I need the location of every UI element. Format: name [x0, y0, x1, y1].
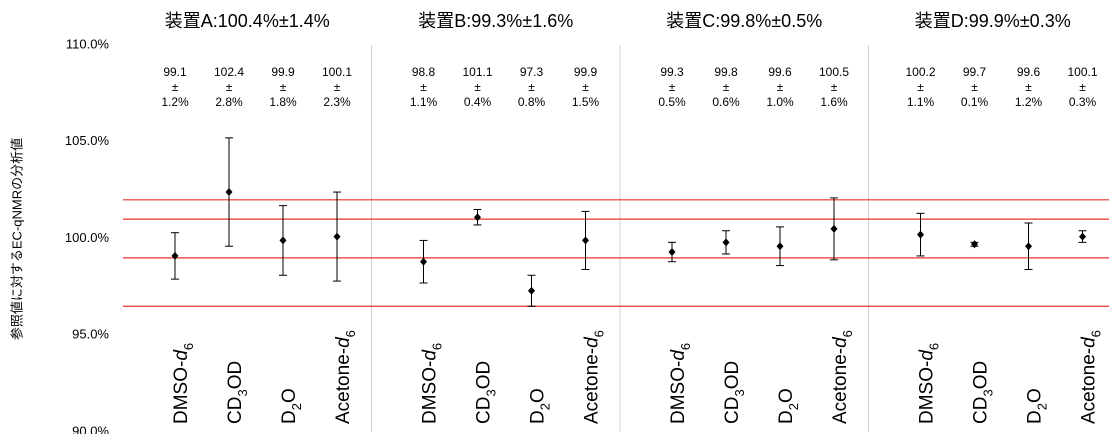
- error-label: 0.4%: [464, 95, 492, 109]
- error-label: 0.6%: [712, 95, 740, 109]
- error-label: 1.0%: [766, 95, 794, 109]
- marker: [722, 238, 730, 247]
- x-tick-label: DMSO-d6: [668, 343, 693, 424]
- value-label: 100.1: [1067, 65, 1097, 79]
- x-tick-label: CD3OD: [225, 361, 250, 424]
- error-label: 1.5%: [572, 95, 600, 109]
- marker: [474, 213, 481, 222]
- marker: [971, 240, 978, 249]
- x-tick-label: DMSO-d6: [917, 343, 942, 424]
- marker: [528, 286, 535, 295]
- group-title: 装置C:99.8%±0.5%: [666, 11, 822, 31]
- value-label: 99.3: [660, 65, 684, 79]
- marker: [830, 224, 838, 233]
- value-label: 100.5: [819, 65, 849, 79]
- value-label: 98.8: [412, 65, 436, 79]
- x-tick-label: DMSO-d6: [420, 343, 445, 424]
- value-label: 100.1: [322, 65, 352, 79]
- value-label: 99.9: [574, 65, 598, 79]
- y-tick-label: 110.0%: [66, 36, 110, 51]
- x-tick-label: Acetone-d6: [1079, 330, 1104, 424]
- x-tick-label: CD3OD: [474, 361, 499, 424]
- error-label: 0.8%: [518, 95, 546, 109]
- value-label: 101.1: [462, 65, 492, 79]
- x-tick-label: Acetone-d6: [582, 330, 607, 424]
- plus-minus: ±: [777, 80, 784, 94]
- plus-minus: ±: [971, 80, 978, 94]
- value-label: 99.6: [1017, 65, 1041, 79]
- group-title: 装置D:99.9%±0.3%: [915, 11, 1071, 31]
- plus-minus: ±: [226, 80, 233, 94]
- plus-minus: ±: [420, 80, 427, 94]
- error-label: 1.2%: [1015, 95, 1043, 109]
- marker: [917, 230, 924, 239]
- x-tick-label: D2O: [1025, 388, 1050, 424]
- plus-minus: ±: [528, 80, 535, 94]
- value-label: 99.8: [714, 65, 738, 79]
- y-tick-label: 90.0%: [72, 423, 109, 434]
- marker: [582, 236, 589, 245]
- value-label: 102.4: [214, 65, 244, 79]
- marker: [171, 251, 179, 260]
- value-label: 100.2: [905, 65, 935, 79]
- x-tick-label: CD3OD: [971, 361, 996, 424]
- plus-minus: ±: [1025, 80, 1032, 94]
- marker: [1025, 242, 1032, 251]
- error-label: 0.5%: [658, 95, 686, 109]
- value-label: 99.6: [768, 65, 792, 79]
- error-label: 1.6%: [820, 95, 848, 109]
- plus-minus: ±: [723, 80, 730, 94]
- group-title: 装置A:100.4%±1.4%: [165, 11, 330, 31]
- plus-minus: ±: [1079, 80, 1086, 94]
- plus-minus: ±: [582, 80, 589, 94]
- marker: [279, 236, 287, 245]
- value-label: 99.7: [963, 65, 987, 79]
- error-label: 1.1%: [410, 95, 438, 109]
- marker: [1079, 232, 1086, 241]
- error-label: 2.3%: [323, 95, 351, 109]
- x-tick-label: D2O: [279, 388, 304, 424]
- error-label: 2.8%: [215, 95, 243, 109]
- marker: [333, 232, 341, 241]
- x-tick-label: Acetone-d6: [830, 330, 855, 424]
- y-axis-label: 参照値に対するEC-qNMRの分析値: [9, 138, 24, 340]
- plus-minus: ±: [334, 80, 341, 94]
- value-label: 97.3: [520, 65, 544, 79]
- x-tick-label: D2O: [528, 388, 553, 424]
- group-title: 装置B:99.3%±1.6%: [418, 11, 573, 31]
- y-tick-label: 95.0%: [72, 327, 109, 342]
- value-label: 99.9: [271, 65, 295, 79]
- plus-minus: ±: [669, 80, 676, 94]
- y-tick-label: 105.0%: [65, 133, 110, 148]
- x-tick-label: CD3OD: [722, 361, 747, 424]
- x-tick-label: D2O: [776, 388, 801, 424]
- y-tick-label: 100.0%: [65, 230, 110, 245]
- marker: [776, 242, 784, 251]
- error-label: 1.8%: [269, 95, 297, 109]
- error-label: 0.3%: [1069, 95, 1097, 109]
- marker: [225, 188, 233, 197]
- plus-minus: ±: [474, 80, 481, 94]
- error-label: 0.1%: [961, 95, 989, 109]
- marker: [420, 257, 427, 266]
- error-label: 1.1%: [907, 95, 935, 109]
- plus-minus: ±: [917, 80, 924, 94]
- x-tick-label: DMSO-d6: [171, 343, 196, 424]
- value-label: 99.1: [163, 65, 187, 79]
- plus-minus: ±: [172, 80, 179, 94]
- marker: [668, 248, 676, 257]
- plus-minus: ±: [831, 80, 838, 94]
- plus-minus: ±: [280, 80, 287, 94]
- x-tick-label: Acetone-d6: [333, 330, 358, 424]
- error-label: 1.2%: [161, 95, 189, 109]
